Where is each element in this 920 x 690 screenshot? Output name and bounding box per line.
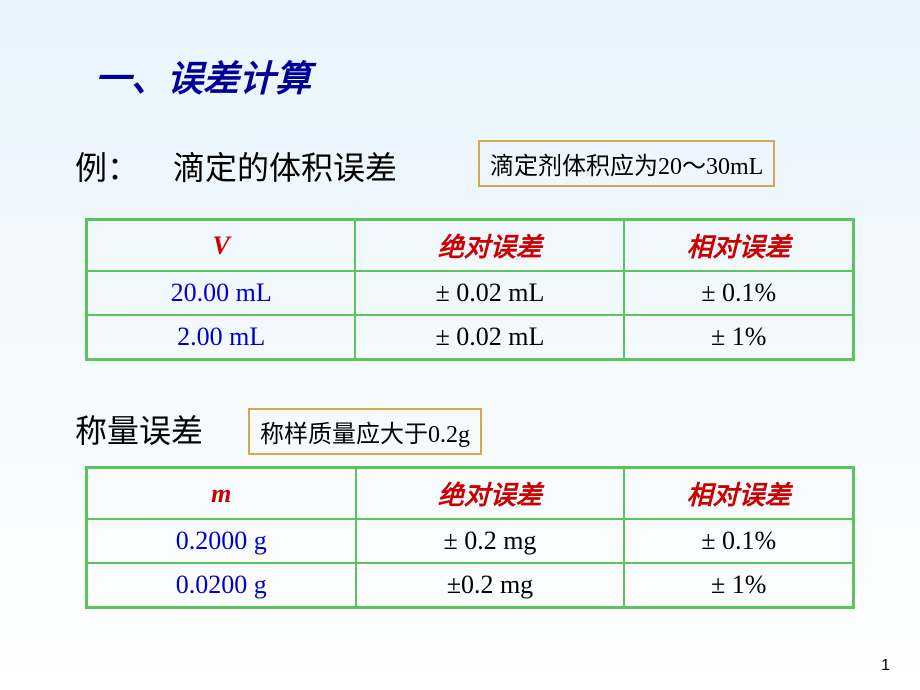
weight-note-box: 称样质量应大于0.2g	[248, 408, 482, 455]
table-header-cell: 绝对误差	[355, 220, 624, 272]
table-header-row: m 绝对误差 相对误差	[87, 468, 854, 520]
table-cell: ± 0.1%	[624, 271, 853, 315]
table-row: 2.00 mL ± 0.02 mL ± 1%	[87, 315, 854, 360]
table-cell: ± 0.2 mg	[356, 519, 625, 563]
table-row: 0.0200 g ±0.2 mg ± 1%	[87, 563, 854, 608]
volume-note-box: 滴定剂体积应为20～30mL	[478, 140, 775, 187]
page-title: 一、误差计算	[95, 50, 311, 102]
table-cell: 20.00 mL	[87, 271, 356, 315]
example-line: 例： 滴定的体积误差	[75, 143, 397, 189]
weight-error-table: m 绝对误差 相对误差 0.2000 g ± 0.2 mg ± 0.1% 0.0…	[85, 466, 855, 609]
table-header-row: V 绝对误差 相对误差	[87, 220, 854, 272]
volume-error-table: V 绝对误差 相对误差 20.00 mL ± 0.02 mL ± 0.1% 2.…	[85, 218, 855, 361]
table-row: 0.2000 g ± 0.2 mg ± 0.1%	[87, 519, 854, 563]
table-cell: 0.2000 g	[87, 519, 356, 563]
table-cell: 0.0200 g	[87, 563, 356, 608]
table-cell: ±0.2 mg	[356, 563, 625, 608]
table-cell: ± 1%	[624, 563, 853, 608]
example-text: 滴定的体积误差	[173, 150, 397, 186]
weight-label: 称量误差	[75, 406, 203, 452]
table-header-cell: 绝对误差	[356, 468, 625, 520]
table-cell: ± 0.1%	[624, 519, 853, 563]
table-cell: ± 1%	[624, 315, 853, 360]
table-cell: 2.00 mL	[87, 315, 356, 360]
table-header-cell: m	[87, 468, 356, 520]
table-cell: ± 0.02 mL	[355, 271, 624, 315]
table-header-cell: V	[87, 220, 356, 272]
table-cell: ± 0.02 mL	[355, 315, 624, 360]
table-header-cell: 相对误差	[624, 468, 853, 520]
example-label: 例：	[75, 150, 139, 186]
page-number: 1	[881, 657, 890, 675]
table-row: 20.00 mL ± 0.02 mL ± 0.1%	[87, 271, 854, 315]
table-header-cell: 相对误差	[624, 220, 853, 272]
